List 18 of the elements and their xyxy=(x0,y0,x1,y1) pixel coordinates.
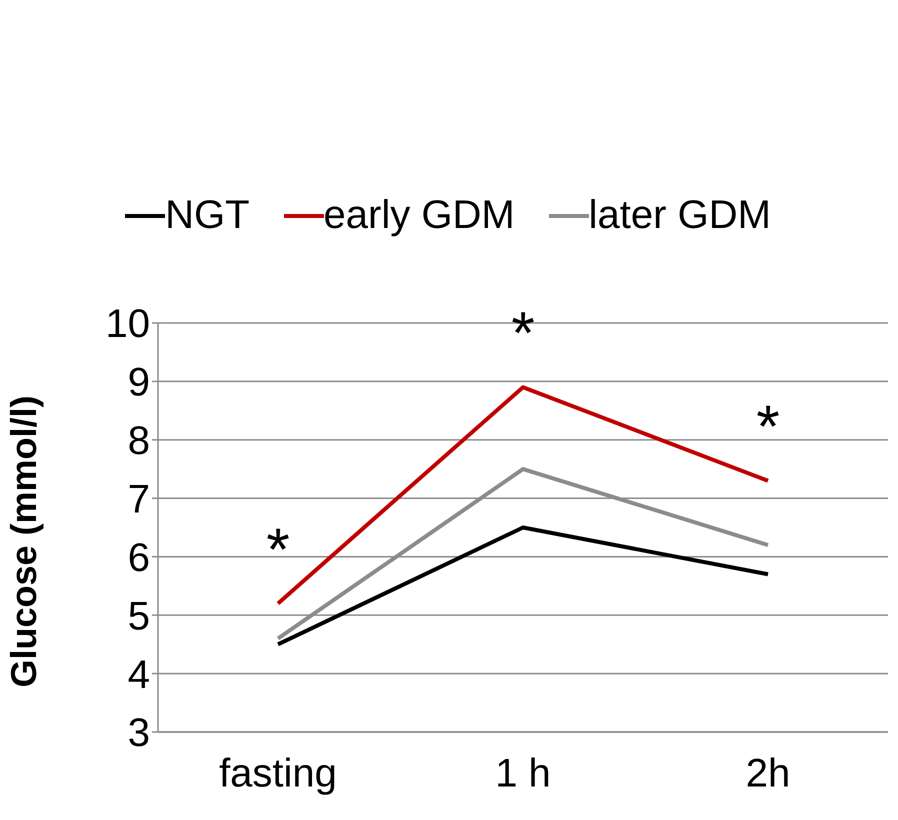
y-tick-label: 8 xyxy=(128,419,150,464)
annotation: * xyxy=(756,393,780,460)
y-tick-label: 7 xyxy=(128,477,150,522)
x-tick-label: 1 h xyxy=(495,751,551,796)
annotation: * xyxy=(511,300,535,367)
y-tick-label: 6 xyxy=(128,536,150,580)
x-tick-label: fasting xyxy=(219,751,337,796)
legend-label: NGT xyxy=(165,193,250,238)
annotation: * xyxy=(266,516,290,583)
legend-label: early GDM xyxy=(324,193,515,238)
y-tick-label: 10 xyxy=(106,302,150,346)
y-axis-title: Glucose (mmol/l) xyxy=(2,395,44,688)
legend-label: later GDM xyxy=(588,193,771,238)
y-tick-label: 3 xyxy=(128,711,150,756)
x-tick-label: 2h xyxy=(746,751,790,796)
y-tick-label: 9 xyxy=(128,360,150,405)
y-tick-label: 4 xyxy=(128,652,150,697)
y-tick-label: 5 xyxy=(128,594,150,638)
